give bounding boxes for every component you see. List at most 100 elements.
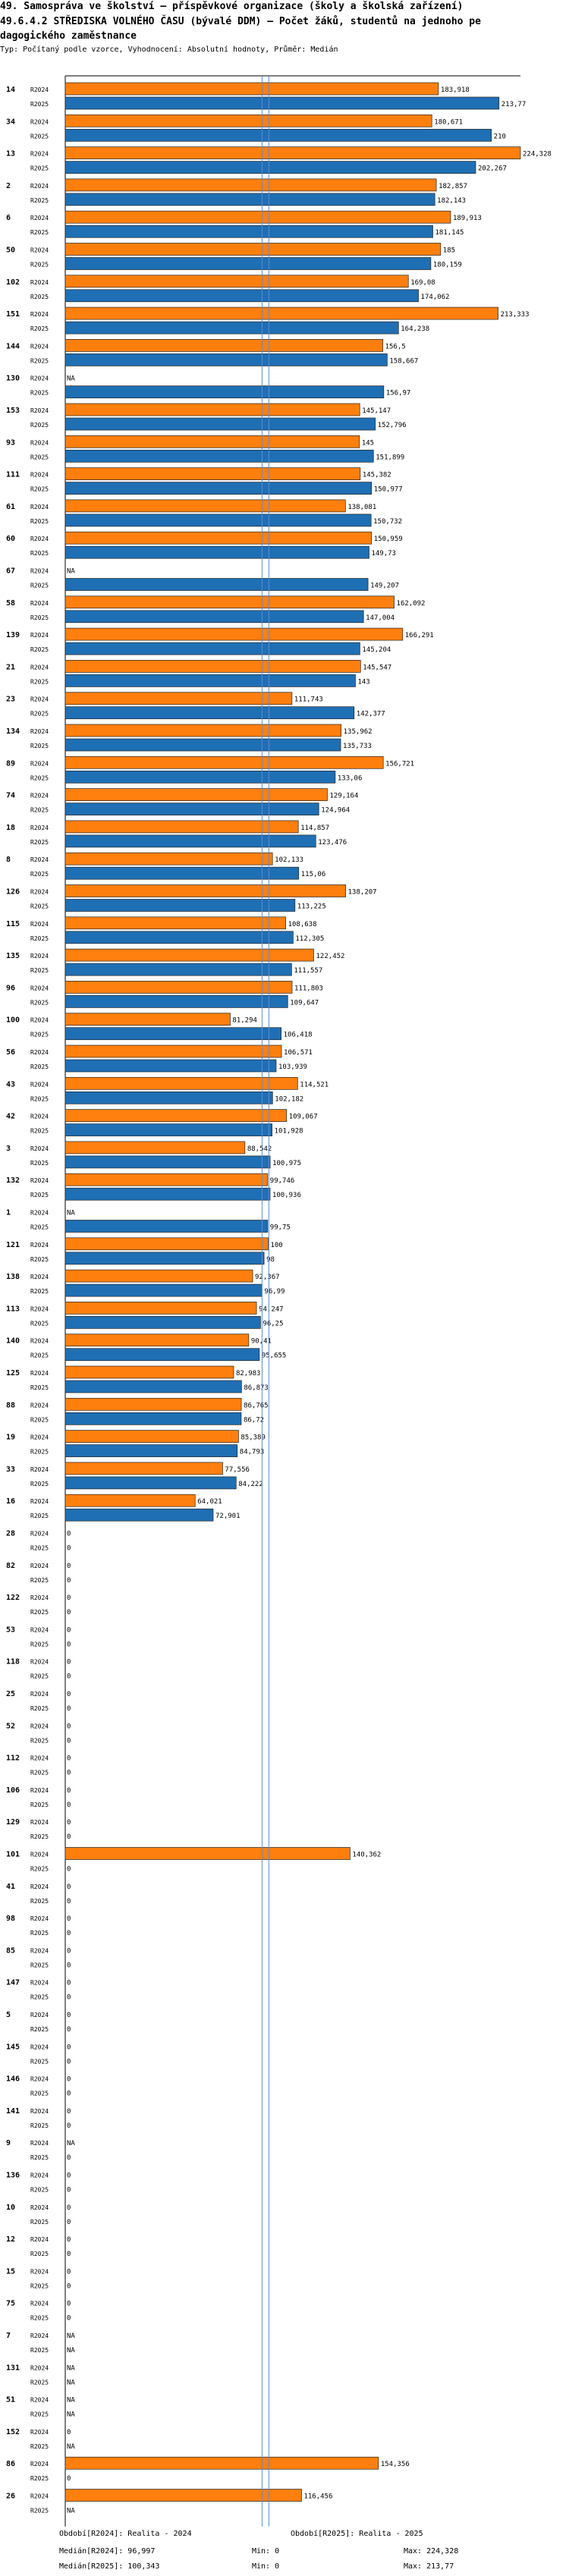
data-label-r2024: 138,207 (348, 889, 377, 897)
data-label-r2024: 0 (67, 1691, 71, 1698)
series-label-r2025: R2025 (30, 2508, 49, 2515)
category-label: 26 (6, 2493, 15, 2501)
category-label: 21 (6, 663, 15, 671)
data-label-r2024: NA (67, 1210, 75, 1217)
series-label-r2024: R2024 (30, 664, 49, 671)
series-label-r2024: R2024 (30, 1081, 49, 1088)
series-label-r2024: R2024 (30, 2172, 49, 2179)
bar-r2025 (64, 385, 385, 399)
series-label-r2024: R2024 (30, 856, 49, 863)
series-label-r2024: R2024 (30, 2493, 49, 2500)
chart-title-line1: 49. Samospráva ve školství – příspěvkové… (0, 1, 464, 12)
series-label-r2025: R2025 (30, 1481, 49, 1487)
data-label-r2025: NA (67, 2379, 75, 2386)
series-label-r2024: R2024 (30, 536, 49, 542)
data-label-r2024: 0 (67, 2236, 71, 2244)
data-label-r2025: 0 (67, 2187, 71, 2194)
data-label-r2024: 116,456 (303, 2493, 332, 2501)
bar-r2025 (64, 1348, 260, 1362)
bar-r2024 (64, 852, 273, 865)
category-label: 51 (6, 2396, 15, 2405)
bar-r2024 (64, 756, 384, 769)
bar-r2024 (64, 403, 360, 416)
data-label-r2024: 156,5 (385, 343, 406, 350)
data-label-r2024: 150,959 (374, 536, 403, 543)
data-label-r2024: 169,08 (410, 279, 435, 287)
series-label-r2024: R2024 (30, 375, 49, 382)
data-label-r2024: 140,362 (352, 1852, 381, 1859)
series-label-r2024: R2024 (30, 1980, 49, 1987)
category-label: 134 (6, 727, 20, 736)
series-label-r2025: R2025 (30, 325, 49, 332)
data-label-r2024: 0 (67, 2301, 71, 2308)
series-label-r2024: R2024 (30, 1049, 49, 1056)
data-label-r2024: 138,081 (347, 504, 376, 511)
bar-r2024 (64, 1173, 269, 1186)
bar-r2024 (64, 1430, 239, 1443)
bar-r2025 (64, 706, 355, 720)
data-label-r2024: 0 (67, 1659, 71, 1667)
category-label: 106 (6, 1786, 20, 1795)
category-label: 93 (6, 438, 15, 447)
data-label-r2024: 82,983 (236, 1370, 261, 1378)
category-label: 130 (6, 375, 20, 383)
category-label: 131 (6, 2364, 20, 2372)
series-label-r2025: R2025 (30, 1641, 49, 1648)
series-label-r2025: R2025 (30, 1833, 49, 1840)
category-label: 50 (6, 247, 15, 255)
category-label: 13 (6, 150, 15, 159)
series-label-r2025: R2025 (30, 1128, 49, 1135)
series-label-r2024: R2024 (30, 1402, 49, 1409)
data-label-r2024: 92,367 (255, 1274, 280, 1281)
bar-r2025 (64, 161, 476, 174)
series-label-r2025: R2025 (30, 486, 49, 493)
series-label-r2025: R2025 (30, 774, 49, 781)
bar-r2025 (64, 1220, 269, 1233)
bar-r2024 (64, 531, 373, 545)
series-label-r2025: R2025 (30, 1449, 49, 1456)
category-label: 89 (6, 759, 15, 768)
series-label-r2025: R2025 (30, 1545, 49, 1552)
category-label: 2 (6, 182, 11, 190)
bar-r2024 (64, 948, 314, 962)
category-label: 7 (6, 2332, 11, 2340)
data-label-r2025: 0 (67, 2154, 71, 2162)
bar-r2024 (64, 692, 293, 705)
category-label: 5 (6, 2011, 11, 2019)
category-label: 138 (6, 1273, 20, 1281)
series-label-r2024: R2024 (30, 439, 49, 446)
data-label-r2025: 0 (67, 1705, 71, 1713)
category-label: 132 (6, 1176, 20, 1185)
series-label-r2024: R2024 (30, 1114, 49, 1120)
bar-r2024 (64, 243, 442, 256)
legend-max-2: Max: 213,77 (404, 2562, 454, 2571)
category-label: 53 (6, 1626, 15, 1634)
bar-r2025 (64, 1123, 272, 1136)
data-label-r2025: 202,267 (478, 165, 507, 173)
series-label-r2025: R2025 (30, 2187, 49, 2194)
series-label-r2025: R2025 (30, 262, 49, 269)
data-label-r2025: 213,77 (501, 101, 527, 108)
series-label-r2025: R2025 (30, 903, 49, 910)
series-label-r2024: R2024 (30, 118, 49, 125)
category-label: 3 (6, 1145, 11, 1153)
category-label: 139 (6, 631, 20, 639)
data-label-r2025: 181,145 (435, 229, 464, 237)
bar-r2025 (64, 931, 294, 944)
series-label-r2025: R2025 (30, 1224, 49, 1231)
bar-r2025 (64, 1155, 271, 1169)
data-label-r2025: 150,732 (373, 518, 402, 526)
data-label-r2024: NA (67, 2397, 75, 2405)
category-label: 113 (6, 1305, 20, 1313)
data-label-r2024: 166,291 (405, 632, 434, 639)
data-label-r2024: 0 (67, 1980, 71, 1987)
bar-r2024 (64, 1462, 223, 1475)
series-label-r2024: R2024 (30, 1434, 49, 1441)
series-label-r2024: R2024 (30, 1787, 49, 1794)
bar-r2025 (64, 610, 364, 624)
series-label-r2025: R2025 (30, 2379, 49, 2386)
data-label-r2025: 72,901 (215, 1513, 240, 1520)
bar-r2024 (64, 1269, 253, 1283)
bar-r2025 (64, 289, 419, 303)
series-label-r2024: R2024 (30, 1883, 49, 1890)
